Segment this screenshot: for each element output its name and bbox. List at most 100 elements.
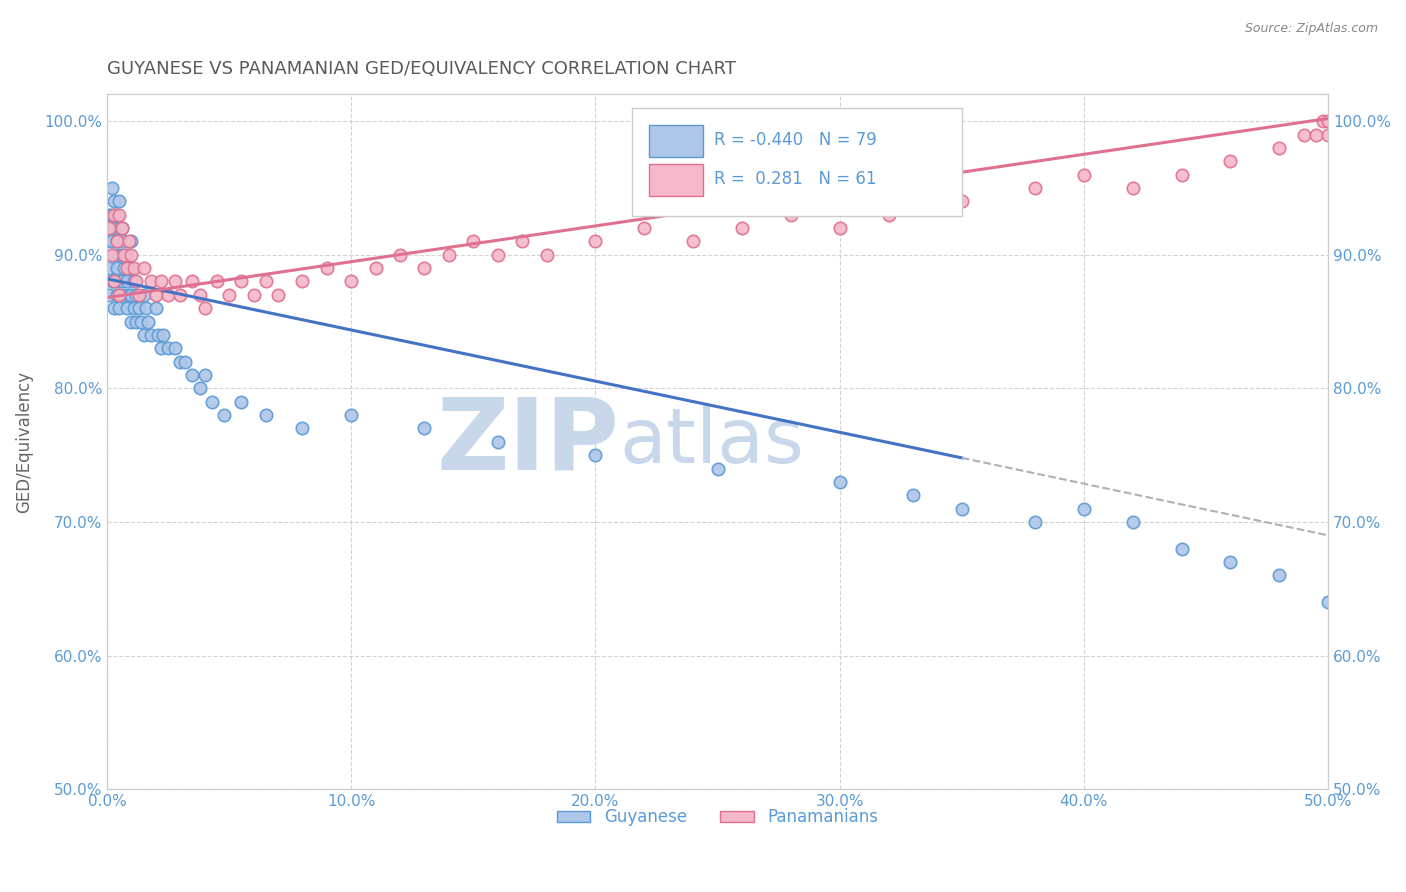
Point bbox=[105, 261, 128, 276]
FancyBboxPatch shape bbox=[633, 108, 962, 216]
Point bbox=[205, 275, 228, 289]
Point bbox=[583, 448, 606, 462]
Point bbox=[98, 221, 121, 235]
Point bbox=[122, 301, 145, 316]
Point bbox=[138, 315, 160, 329]
Point bbox=[1219, 154, 1241, 169]
Point bbox=[120, 288, 142, 302]
Point bbox=[128, 288, 150, 302]
Point bbox=[148, 327, 170, 342]
Point bbox=[103, 301, 125, 316]
Point bbox=[828, 475, 851, 489]
Point bbox=[463, 235, 485, 249]
Point bbox=[828, 221, 851, 235]
Point bbox=[108, 301, 131, 316]
Point bbox=[231, 394, 253, 409]
FancyBboxPatch shape bbox=[650, 125, 703, 157]
Point bbox=[118, 235, 141, 249]
Point bbox=[1122, 515, 1144, 529]
Point bbox=[1317, 595, 1340, 609]
Point bbox=[315, 261, 337, 276]
Point bbox=[254, 408, 277, 422]
Point bbox=[1073, 501, 1095, 516]
Point bbox=[101, 208, 124, 222]
Point bbox=[536, 248, 558, 262]
Point bbox=[101, 248, 124, 262]
Point bbox=[128, 301, 150, 316]
Point bbox=[1170, 168, 1192, 182]
Point bbox=[1317, 114, 1340, 128]
Point bbox=[413, 261, 436, 276]
Point bbox=[181, 275, 204, 289]
Point bbox=[98, 208, 121, 222]
Point bbox=[145, 301, 167, 316]
Text: R = -0.440   N = 79: R = -0.440 N = 79 bbox=[714, 130, 877, 149]
Point bbox=[291, 421, 314, 435]
Point bbox=[112, 288, 135, 302]
Point bbox=[105, 208, 128, 222]
Point bbox=[413, 421, 436, 435]
Point bbox=[108, 221, 131, 235]
Text: Source: ZipAtlas.com: Source: ZipAtlas.com bbox=[1244, 22, 1378, 36]
Point bbox=[125, 288, 148, 302]
Point bbox=[1292, 128, 1315, 142]
Point bbox=[118, 261, 141, 276]
Point bbox=[267, 288, 290, 302]
Point bbox=[101, 181, 124, 195]
Point bbox=[98, 288, 121, 302]
Point bbox=[139, 275, 162, 289]
Point bbox=[231, 275, 253, 289]
Point bbox=[115, 275, 138, 289]
Point bbox=[877, 208, 900, 222]
Point bbox=[212, 408, 235, 422]
Point bbox=[1305, 128, 1327, 142]
Point bbox=[1170, 541, 1192, 556]
Point bbox=[169, 354, 191, 368]
Point bbox=[115, 248, 138, 262]
Point bbox=[103, 194, 125, 209]
Point bbox=[486, 434, 509, 449]
Point bbox=[340, 275, 363, 289]
Point bbox=[112, 261, 135, 276]
Point bbox=[105, 288, 128, 302]
Point bbox=[103, 275, 125, 289]
Point bbox=[125, 275, 148, 289]
Point bbox=[111, 221, 134, 235]
Text: R =  0.281   N = 61: R = 0.281 N = 61 bbox=[714, 170, 876, 188]
Point bbox=[157, 288, 180, 302]
Point bbox=[950, 501, 973, 516]
Text: atlas: atlas bbox=[620, 405, 804, 479]
Point bbox=[706, 461, 728, 475]
Point bbox=[1024, 181, 1046, 195]
Point bbox=[779, 208, 801, 222]
Point bbox=[98, 261, 121, 276]
Point bbox=[1268, 568, 1291, 582]
Point bbox=[118, 288, 141, 302]
Point bbox=[364, 261, 387, 276]
Point bbox=[132, 261, 155, 276]
Point bbox=[1312, 114, 1334, 128]
Point bbox=[157, 341, 180, 355]
Point bbox=[181, 368, 204, 382]
Point bbox=[132, 327, 155, 342]
Point bbox=[105, 235, 128, 249]
Text: ZIP: ZIP bbox=[437, 393, 620, 491]
Point bbox=[132, 288, 155, 302]
Point bbox=[125, 315, 148, 329]
Point bbox=[149, 341, 172, 355]
Point bbox=[1219, 555, 1241, 569]
Point bbox=[731, 221, 754, 235]
Point bbox=[1268, 141, 1291, 155]
Point bbox=[633, 221, 655, 235]
Point bbox=[437, 248, 460, 262]
Point bbox=[120, 315, 142, 329]
Point bbox=[103, 248, 125, 262]
Point bbox=[108, 194, 131, 209]
Point bbox=[152, 327, 174, 342]
Point bbox=[122, 275, 145, 289]
Point bbox=[242, 288, 264, 302]
Point bbox=[112, 248, 135, 262]
Point bbox=[111, 221, 134, 235]
Point bbox=[901, 488, 924, 502]
Point bbox=[122, 261, 145, 276]
